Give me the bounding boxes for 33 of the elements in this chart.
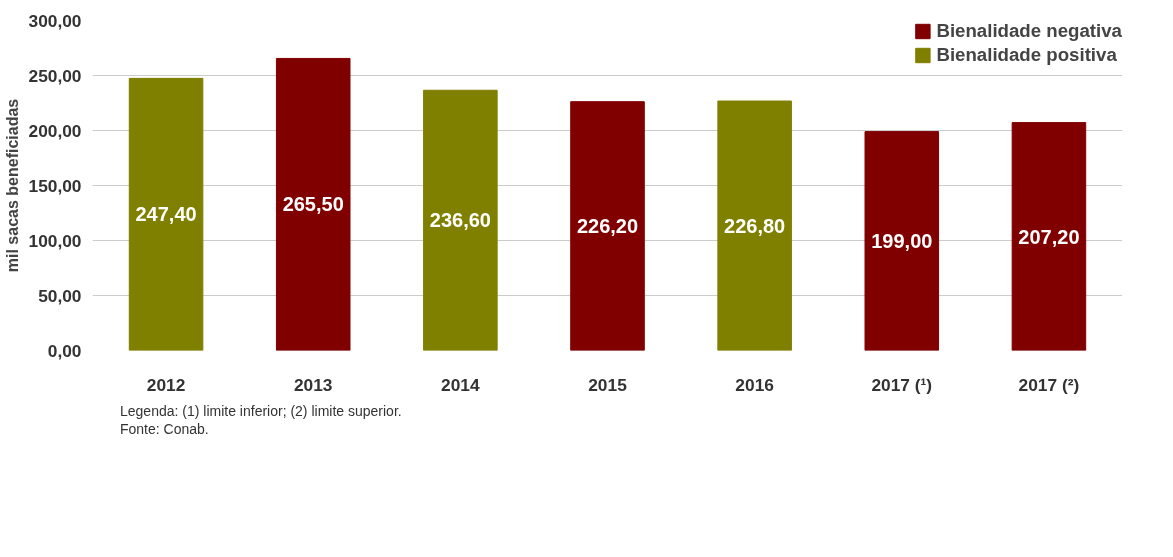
- text: Legenda: (1) limite inferior; (2) limite superior.: [120, 403, 402, 419]
- source-note: Fonte: Conab.: [120, 421, 209, 437]
- x-tick-label: 2017 (¹): [871, 374, 933, 395]
- y-tick-label: 50,00: [38, 285, 82, 306]
- bar: [275, 57, 351, 351]
- y-tick-label: 100,00: [28, 230, 82, 251]
- x-tick-label: 2016: [735, 374, 775, 395]
- x-tick-label: 2012: [146, 374, 186, 395]
- data-label: 265,50: [282, 193, 344, 216]
- data-label: 199,00: [871, 230, 933, 253]
- data-label: 247,40: [135, 203, 197, 226]
- x-tick-label: 2017 (²): [1018, 374, 1080, 395]
- bar: [423, 89, 498, 351]
- x-tick-label: 2014: [441, 374, 480, 395]
- data-label: 226,20: [576, 215, 639, 238]
- bar: [864, 131, 940, 351]
- legend-label: Bienalidade positiva: [936, 44, 1117, 66]
- bar: [570, 101, 645, 351]
- data-label: 207,20: [1018, 225, 1080, 248]
- y-axis-title: mil sacas beneficiadas: [3, 98, 21, 273]
- y-tick-label: 150,00: [28, 175, 82, 196]
- x-tick-label: 2015: [588, 374, 628, 395]
- bar: [1011, 122, 1087, 351]
- legend-label: Bienalidade negativa: [936, 20, 1122, 42]
- y-tick-label: 300,00: [28, 10, 82, 31]
- y-tick-label: 250,00: [28, 65, 82, 86]
- data-label: 226,80: [724, 214, 786, 237]
- y-tick-label: 200,00: [28, 120, 82, 141]
- bar: [128, 77, 204, 351]
- bar: [717, 100, 792, 351]
- y-tick-label: 0,00: [47, 340, 82, 361]
- x-tick-label: 2013: [293, 374, 333, 395]
- data-label: 236,60: [429, 209, 491, 232]
